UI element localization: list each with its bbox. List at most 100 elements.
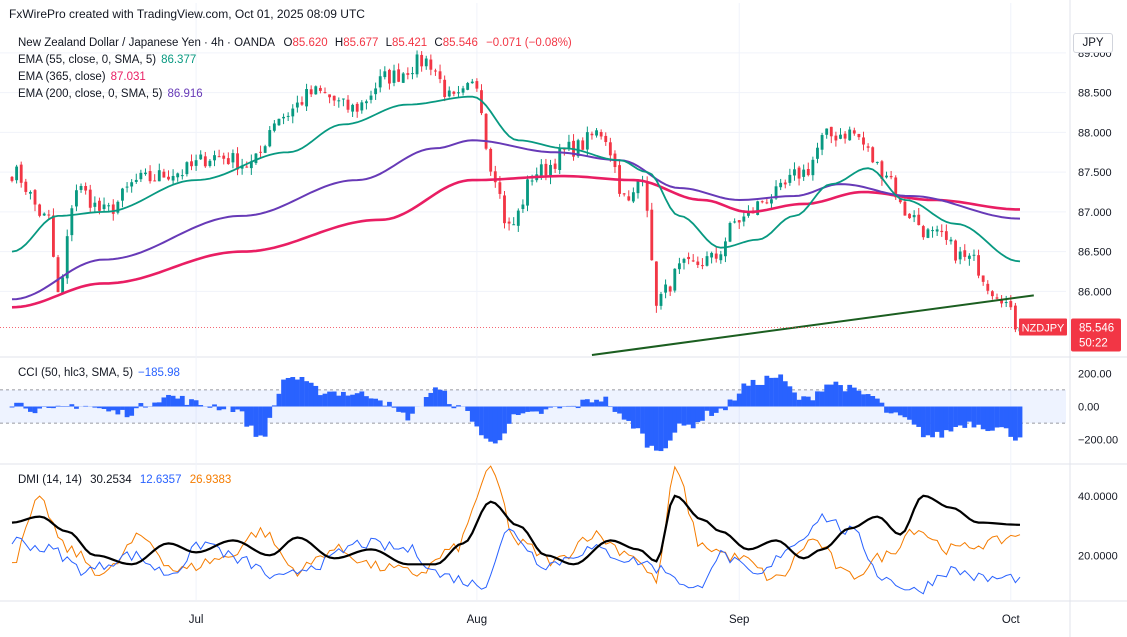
- cci-bar: [143, 406, 148, 408]
- candle-body: [130, 182, 134, 187]
- candle-body: [470, 81, 474, 84]
- cci-bar: [630, 406, 636, 429]
- legend-low: 85.421: [392, 37, 428, 49]
- legend-dmi[interactable]: DMI (14, 14) 30.2534 12.6357 26.9383: [18, 474, 231, 486]
- candle-body: [318, 87, 322, 91]
- candle-body: [917, 214, 921, 226]
- candle-body: [885, 175, 888, 178]
- candle-body: [56, 257, 60, 293]
- candle-body: [553, 163, 557, 169]
- symbol-title[interactable]: New Zealand Dollar / Japanese Yen · 4h ·…: [18, 37, 275, 49]
- candle-body: [286, 115, 290, 117]
- candle-body: [944, 231, 948, 240]
- legend-dmi-plus: 12.6357: [139, 474, 182, 486]
- candle-body: [309, 89, 313, 95]
- time-tick-label: Oct: [1002, 614, 1021, 626]
- candle-body: [696, 261, 700, 265]
- candle-body: [659, 293, 663, 306]
- cci-bar: [313, 385, 319, 407]
- candle-body: [1004, 302, 1008, 304]
- cci-bar: [589, 402, 595, 407]
- candle-body: [834, 135, 838, 141]
- candle-body: [549, 164, 552, 178]
- cci-bar: [37, 406, 43, 409]
- legend-ema55-label: EMA (55, close, 0, SMA, 5): [18, 54, 157, 66]
- candle-body: [167, 176, 170, 180]
- cci-bar: [842, 391, 848, 407]
- cci-bar: [120, 406, 125, 410]
- candle-body: [24, 181, 28, 192]
- candle-body: [93, 202, 97, 207]
- candle-body: [249, 161, 253, 169]
- candle-body: [995, 297, 999, 299]
- cci-bar: [626, 406, 632, 421]
- cci-bar: [966, 406, 972, 422]
- cci-bar: [515, 406, 521, 416]
- cci-bar: [704, 406, 710, 411]
- price-tag: [1071, 318, 1121, 352]
- ema55-line: [11, 95, 1021, 263]
- cci-bar: [598, 401, 604, 407]
- legend-cci[interactable]: CCI (50, hlc3, SMA, 5) −185.98: [18, 367, 180, 379]
- candle-body: [908, 213, 911, 219]
- cci-bar: [437, 389, 443, 407]
- cci-bar: [805, 396, 811, 407]
- cci-bar: [221, 406, 227, 410]
- legend-ema200[interactable]: EMA (200, close, 0, SMA, 5) 86.916: [18, 88, 203, 100]
- cci-bar: [340, 391, 346, 407]
- cci-bar: [649, 406, 655, 446]
- cci-bar: [129, 406, 135, 416]
- price-tick-label: 86.500: [1078, 247, 1112, 259]
- legend-open-label: O: [283, 37, 293, 49]
- cci-bar: [690, 406, 696, 429]
- candle-body: [1000, 300, 1004, 304]
- cci-bar: [276, 393, 282, 407]
- candle-body: [949, 239, 953, 242]
- candle-body: [590, 133, 594, 136]
- cci-bar: [212, 404, 217, 407]
- candle-body: [364, 101, 368, 104]
- legend-ema55[interactable]: EMA (55, close, 0, SMA, 5) 86.377: [18, 54, 196, 66]
- currency-button[interactable]: JPY: [1073, 33, 1113, 53]
- candle-body: [622, 193, 626, 195]
- cci-bar: [502, 406, 507, 434]
- cci-bar: [736, 393, 742, 407]
- cci-bar: [897, 406, 903, 416]
- cci-bar: [290, 377, 296, 407]
- candle-body: [677, 263, 681, 270]
- candle-body: [585, 132, 589, 150]
- cci-bar: [51, 406, 56, 409]
- cci-bar: [861, 394, 866, 407]
- candle-body: [724, 241, 727, 257]
- legend-ema365[interactable]: EMA (365, close) 87.031: [18, 71, 146, 83]
- cci-bar: [184, 404, 190, 407]
- cci-bar: [1008, 406, 1014, 437]
- cci-bar: [999, 406, 1004, 428]
- cci-bar: [492, 406, 498, 444]
- cci-bar: [787, 386, 793, 407]
- cci-bar: [387, 401, 392, 407]
- ema200-line: [11, 139, 1021, 301]
- cci-bar: [396, 406, 402, 412]
- legend-cci-value: −185.98: [138, 367, 180, 379]
- legend-dmi-minus: 26.9383: [189, 474, 232, 486]
- candle-body: [816, 147, 819, 159]
- cci-bar: [672, 406, 678, 433]
- legend-dmi-adx: 30.2534: [90, 474, 132, 486]
- candle-body: [33, 190, 37, 205]
- cci-bar: [28, 406, 33, 412]
- candle-body: [806, 169, 810, 176]
- candle-body: [305, 89, 308, 107]
- price-tick-label: 88.500: [1078, 88, 1112, 100]
- candle-body: [88, 189, 92, 208]
- cci-bar: [658, 406, 664, 452]
- candle-body: [719, 254, 723, 261]
- candle-body: [28, 191, 32, 194]
- cci-bar: [953, 406, 958, 427]
- cci-bar: [446, 404, 452, 407]
- candle-body: [871, 147, 875, 163]
- candle-body: [733, 221, 737, 223]
- candle-body: [507, 221, 511, 224]
- candle-body: [990, 291, 994, 297]
